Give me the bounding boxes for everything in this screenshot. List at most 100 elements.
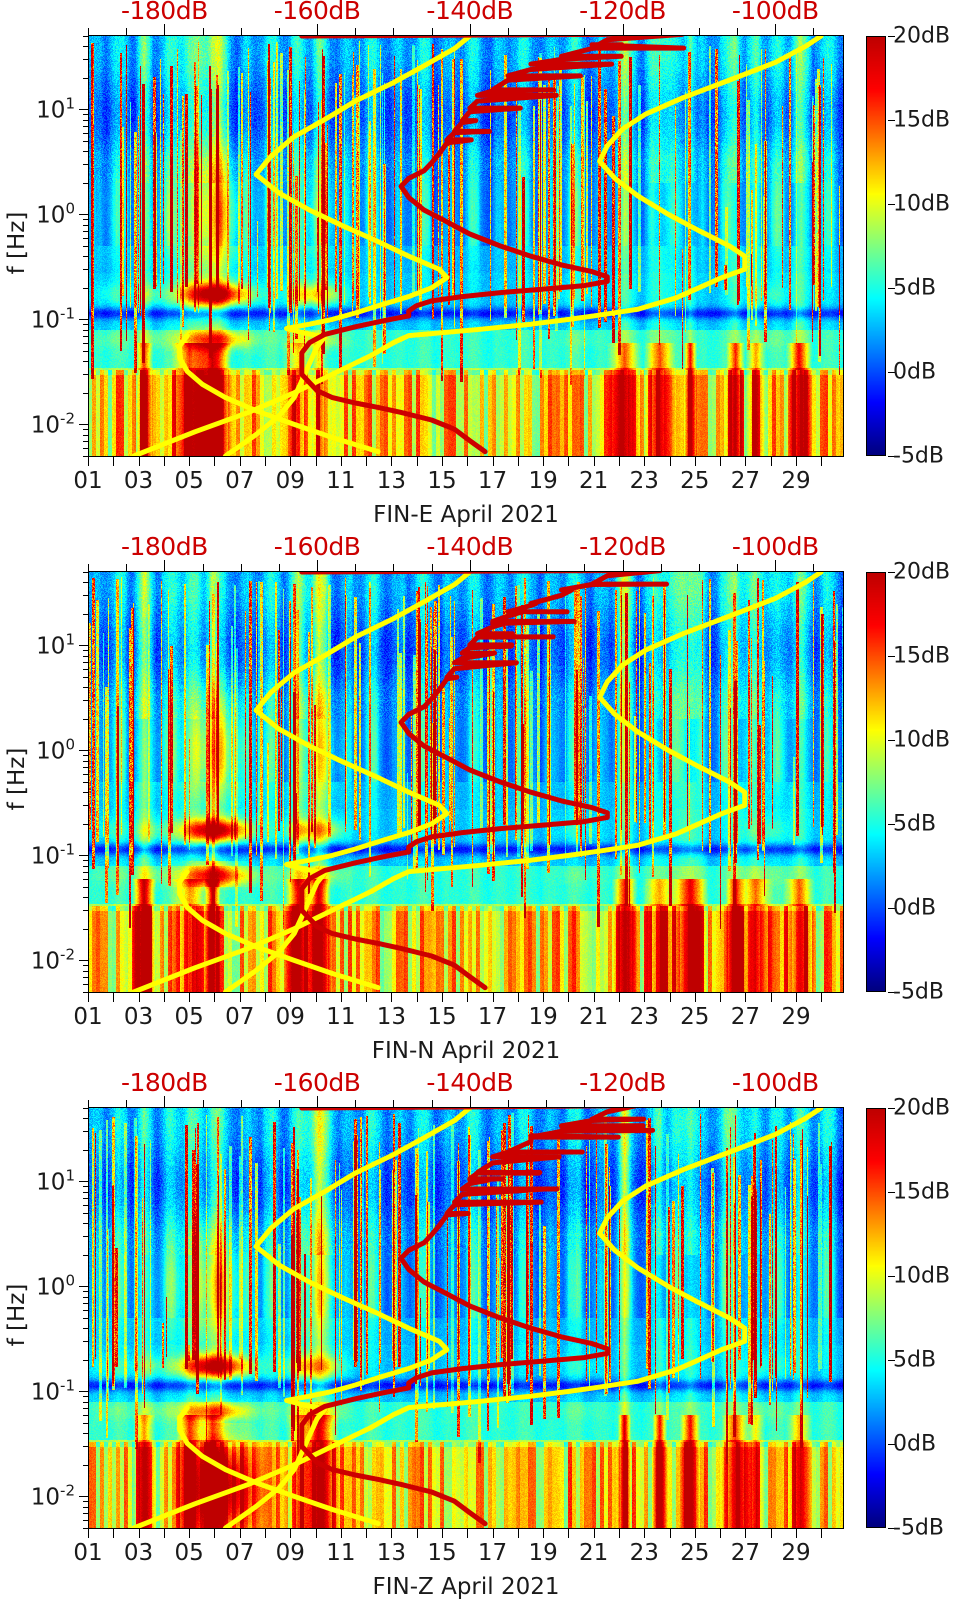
x-axis-tick-label: 07 [225,1540,255,1566]
y-tick [83,1197,88,1199]
x-tick [189,457,191,466]
colorbar-tick [888,288,895,289]
y-tick [83,440,88,442]
db-tick [278,1100,280,1108]
db-tick [393,564,395,572]
y-tick [83,237,88,239]
db-tick [698,564,700,572]
spectrogram-canvas [88,36,844,456]
y-tick [79,319,88,321]
y-tick [83,1414,88,1416]
y-tick [83,1213,88,1214]
db-tick [278,564,280,572]
x-axis-tick-label: 23 [629,1004,659,1030]
db-axis-label: -180dB [120,0,208,25]
colorbar-tick-label: -5dB [893,979,944,1005]
y-tick [83,823,88,825]
y-tick [83,1528,88,1529]
db-axis-label: -140dB [426,1068,514,1097]
x-tick [618,993,620,1002]
colorbar-tick-label: 15dB [893,107,951,133]
db-tick [431,564,433,572]
y-axis-tick-label: 10-2 [31,1482,75,1511]
x-axis-tick-label: 25 [680,1540,710,1566]
x-tick [239,457,241,466]
y-tick [83,351,88,352]
y-tick [83,246,88,247]
x-axis-tick-label: 21 [579,1004,609,1030]
x-axis-z: 01 03 05 07 09 11 13 15 17 19 21 23 25 27 29 [73,1529,844,1569]
y-tick [83,1191,88,1193]
x-axis-tick-label: 13 [376,468,407,494]
y-tick-mantissa: 10 [36,738,66,765]
y-tick-mantissa: 10 [36,97,66,124]
y-axis-tick-label: 100 [36,736,75,765]
y-tick-exponent: 1 [65,95,75,114]
x-tick [492,993,494,1002]
x-tick [694,993,696,1002]
x-tick [441,1529,443,1538]
y-tick [83,1302,88,1304]
x-tick [593,1529,595,1538]
y-tick [83,1254,88,1256]
y-tick [79,1391,88,1393]
x-axis-tick-label: 25 [680,1004,710,1030]
y-tick [83,1501,88,1503]
y-tick-mantissa: 10 [30,1379,61,1406]
y-tick [83,151,88,153]
y-tick [83,374,88,376]
y-tick [83,970,88,972]
x-tick [593,993,595,1002]
y-axis-z: 101 100 10-1 10-2 [0,1108,88,1529]
x-tick [669,1529,671,1538]
x-tick [138,993,140,1002]
db-tick [202,1100,204,1108]
x-tick [568,457,570,466]
x-tick [264,457,266,466]
db-axis-label: -120dB [579,532,666,561]
y-tick [79,1181,88,1183]
db-tick [469,560,471,572]
y-tick [83,1446,88,1448]
db-tick [660,564,662,572]
x-tick [517,457,519,466]
x-tick [264,1529,266,1538]
y-tick-mantissa: 10 [36,1274,66,1301]
y-tick [83,1186,88,1188]
x-tick [669,993,671,1002]
x-axis-tick-label: 17 [477,1004,508,1030]
x-tick [290,993,292,1002]
x-axis-tick-label: 27 [730,468,761,494]
panel-title-z: FIN-Z April 2021 [372,1574,560,1599]
x-axis-tick-label: 19 [528,1004,558,1030]
x-tick [138,1529,140,1538]
colorbar-tick-label: 10dB [893,727,951,753]
x-tick [568,993,570,1002]
x-axis-tick-label: 01 [73,1004,103,1030]
y-tick-exponent: -1 [60,841,75,860]
x-axis-tick-label: 03 [123,1540,154,1566]
y-tick [83,1512,88,1514]
x-axis-tick-label: 07 [225,468,255,494]
colorbar-tick [888,824,895,825]
db-tick [698,28,700,36]
x-axis-tick-label: 27 [730,1540,761,1566]
y-tick [83,324,88,326]
y-tick [83,447,88,449]
x-tick [644,993,646,1002]
x-tick [517,993,519,1002]
colorbar-tick-label: 5dB [893,1347,937,1373]
y-axis-tick-label: 101 [36,1167,75,1196]
x-axis-tick-label: 25 [680,468,710,494]
y-tick [83,342,88,344]
x-tick [214,457,216,466]
db-tick [164,1096,166,1108]
db-tick [88,28,89,36]
x-tick [720,993,722,1002]
x-tick [416,457,418,466]
y-tick [83,1309,88,1311]
y-tick [83,1131,88,1133]
db-axis-label: -180dB [120,532,208,561]
y-axis-tick-label: 100 [36,200,75,229]
